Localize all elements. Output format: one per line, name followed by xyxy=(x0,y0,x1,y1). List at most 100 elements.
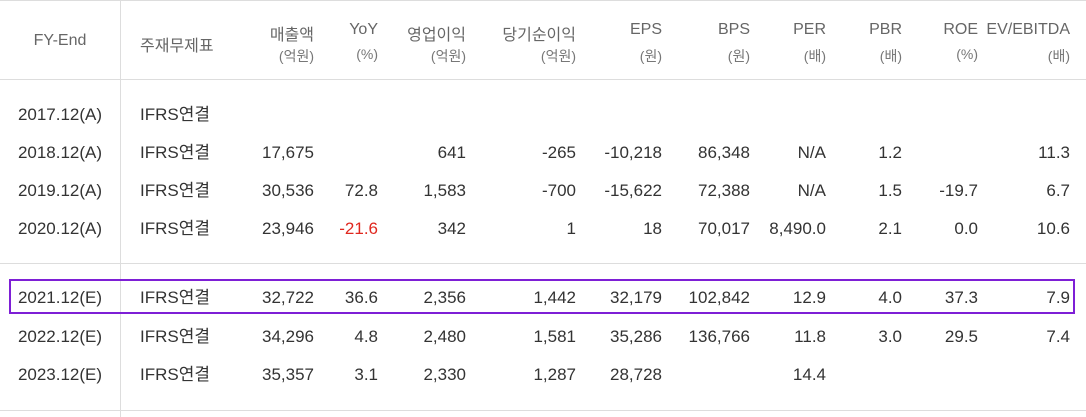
yoy-cell: -21.6 xyxy=(339,219,378,238)
bps-cell: 72,388 xyxy=(698,181,750,200)
section-divider xyxy=(0,263,1086,264)
roe-cell: 37.3 xyxy=(944,288,978,307)
header-fy-end: FY-End xyxy=(33,32,87,49)
operating-profit-cell: 2,480 xyxy=(423,327,466,346)
per-cell: N/A xyxy=(797,143,826,162)
selected-row-highlight xyxy=(9,279,1075,314)
net-income-cell: 1 xyxy=(566,219,576,238)
header-pbr: PBR xyxy=(869,21,902,38)
roe-cell: 29.5 xyxy=(944,327,978,346)
header-ev-ebitda-unit: (배) xyxy=(1047,48,1070,64)
sales-cell: 35,357 xyxy=(262,365,314,384)
operating-profit-cell: 342 xyxy=(437,219,466,238)
table-header: FY-End 주재무제표 매출액 (억원) YoY (%) 영업이익 (억원) … xyxy=(0,0,1086,80)
header-net-income: 당기순이익 xyxy=(502,27,576,44)
net-income-cell: 1,581 xyxy=(533,327,576,346)
sales-cell: 34,296 xyxy=(262,327,314,346)
per-cell: 11.8 xyxy=(794,327,826,346)
pbr-cell: 1.5 xyxy=(878,181,902,200)
net-income-cell: -265 xyxy=(541,143,576,162)
header-eps-unit: (원) xyxy=(639,48,662,64)
statement-cell: IFRS연결 xyxy=(140,288,211,307)
header-pbr-unit: (배) xyxy=(879,48,902,64)
header-sales-unit: (억원) xyxy=(278,48,314,64)
fy-end-cell: 2021.12(E) xyxy=(17,288,103,307)
statement-cell: IFRS연결 xyxy=(140,365,211,384)
per-cell: 8,490.0 xyxy=(769,219,826,238)
yoy-cell: 3.1 xyxy=(354,365,378,384)
eps-cell: 18 xyxy=(643,219,662,238)
fy-end-cell: 2018.12(A) xyxy=(17,143,103,162)
operating-profit-cell: 2,330 xyxy=(423,365,466,384)
eps-cell: 35,286 xyxy=(610,327,662,346)
fy-column-divider xyxy=(120,0,121,417)
ev-ebitda-cell: 7.4 xyxy=(1046,327,1070,346)
roe-cell: 0.0 xyxy=(954,219,978,238)
sales-cell: 17,675 xyxy=(262,143,314,162)
pbr-cell: 3.0 xyxy=(878,327,902,346)
statement-cell: IFRS연결 xyxy=(140,327,211,346)
roe-cell: -19.7 xyxy=(939,181,978,200)
header-bottom-divider xyxy=(0,79,1086,80)
header-sales: 매출액 xyxy=(269,27,314,44)
yoy-cell: 36.6 xyxy=(344,288,378,307)
pbr-cell: 1.2 xyxy=(878,143,902,162)
eps-cell: -10,218 xyxy=(604,143,662,162)
fy-end-cell: 2019.12(A) xyxy=(17,181,103,200)
table-row: 2023.12(E) IFRS연결 35,357 3.1 2,330 1,287… xyxy=(0,356,1086,394)
fy-end-cell: 2023.12(E) xyxy=(17,365,103,384)
sales-cell: 30,536 xyxy=(262,181,314,200)
yoy-cell: 72.8 xyxy=(344,181,378,200)
eps-cell: -15,622 xyxy=(604,181,662,200)
header-operating-profit: 영업이익 xyxy=(407,27,466,44)
fy-end-cell: 2022.12(E) xyxy=(17,327,103,346)
statement-cell: IFRS연결 xyxy=(140,181,211,200)
bps-cell: 70,017 xyxy=(698,219,750,238)
per-cell: 12.9 xyxy=(792,288,826,307)
header-yoy: YoY xyxy=(349,21,378,38)
pbr-cell: 4.0 xyxy=(878,288,902,307)
header-roe-unit: (%) xyxy=(956,46,978,62)
table-row: 2017.12(A) IFRS연결 xyxy=(0,96,1086,134)
statement-cell: IFRS연결 xyxy=(140,105,211,124)
net-income-cell: 1,287 xyxy=(533,365,576,384)
net-income-cell: 1,442 xyxy=(533,288,576,307)
per-cell: N/A xyxy=(797,181,826,200)
table-row: 2021.12(E) IFRS연결 32,722 36.6 2,356 1,44… xyxy=(0,279,1086,317)
header-per: PER xyxy=(793,21,826,38)
sales-cell: 32,722 xyxy=(262,288,314,307)
header-bps: BPS xyxy=(717,21,750,38)
per-cell: 14.4 xyxy=(792,365,826,384)
table-row: 2022.12(E) IFRS연결 34,296 4.8 2,480 1,581… xyxy=(0,318,1086,356)
eps-cell: 28,728 xyxy=(610,365,662,384)
operating-profit-cell: 1,583 xyxy=(423,181,466,200)
fy-end-cell: 2020.12(A) xyxy=(17,219,103,238)
ev-ebitda-cell: 7.9 xyxy=(1046,288,1070,307)
header-yoy-unit: (%) xyxy=(356,46,378,62)
operating-profit-cell: 641 xyxy=(437,143,466,162)
statement-cell: IFRS연결 xyxy=(140,143,211,162)
ev-ebitda-cell: 6.7 xyxy=(1046,181,1070,200)
header-operating-profit-unit: (억원) xyxy=(430,48,466,64)
yoy-cell: 4.8 xyxy=(354,327,378,346)
sales-cell: 23,946 xyxy=(262,219,314,238)
net-income-cell: -700 xyxy=(541,181,576,200)
header-roe: ROE xyxy=(943,21,978,38)
bps-cell: 86,348 xyxy=(698,143,750,162)
header-net-income-unit: (억원) xyxy=(540,48,576,64)
table-row: 2019.12(A) IFRS연결 30,536 72.8 1,583 -700… xyxy=(0,172,1086,210)
statement-cell: IFRS연결 xyxy=(140,219,211,238)
table-row: 2018.12(A) IFRS연결 17,675 641 -265 -10,21… xyxy=(0,134,1086,172)
table-bottom-divider xyxy=(0,410,1086,411)
eps-cell: 32,179 xyxy=(610,288,662,307)
table-row: 2020.12(A) IFRS연결 23,946 -21.6 342 1 18 … xyxy=(0,210,1086,248)
header-ev-ebitda: EV/EBITDA xyxy=(986,21,1070,38)
header-per-unit: (배) xyxy=(803,48,826,64)
bps-cell: 102,842 xyxy=(688,288,750,307)
header-statement: 주재무제표 xyxy=(140,38,214,55)
pbr-cell: 2.1 xyxy=(878,219,902,238)
ev-ebitda-cell: 10.6 xyxy=(1036,219,1070,238)
header-bps-unit: (원) xyxy=(727,48,750,64)
operating-profit-cell: 2,356 xyxy=(423,288,466,307)
bps-cell: 136,766 xyxy=(688,327,750,346)
